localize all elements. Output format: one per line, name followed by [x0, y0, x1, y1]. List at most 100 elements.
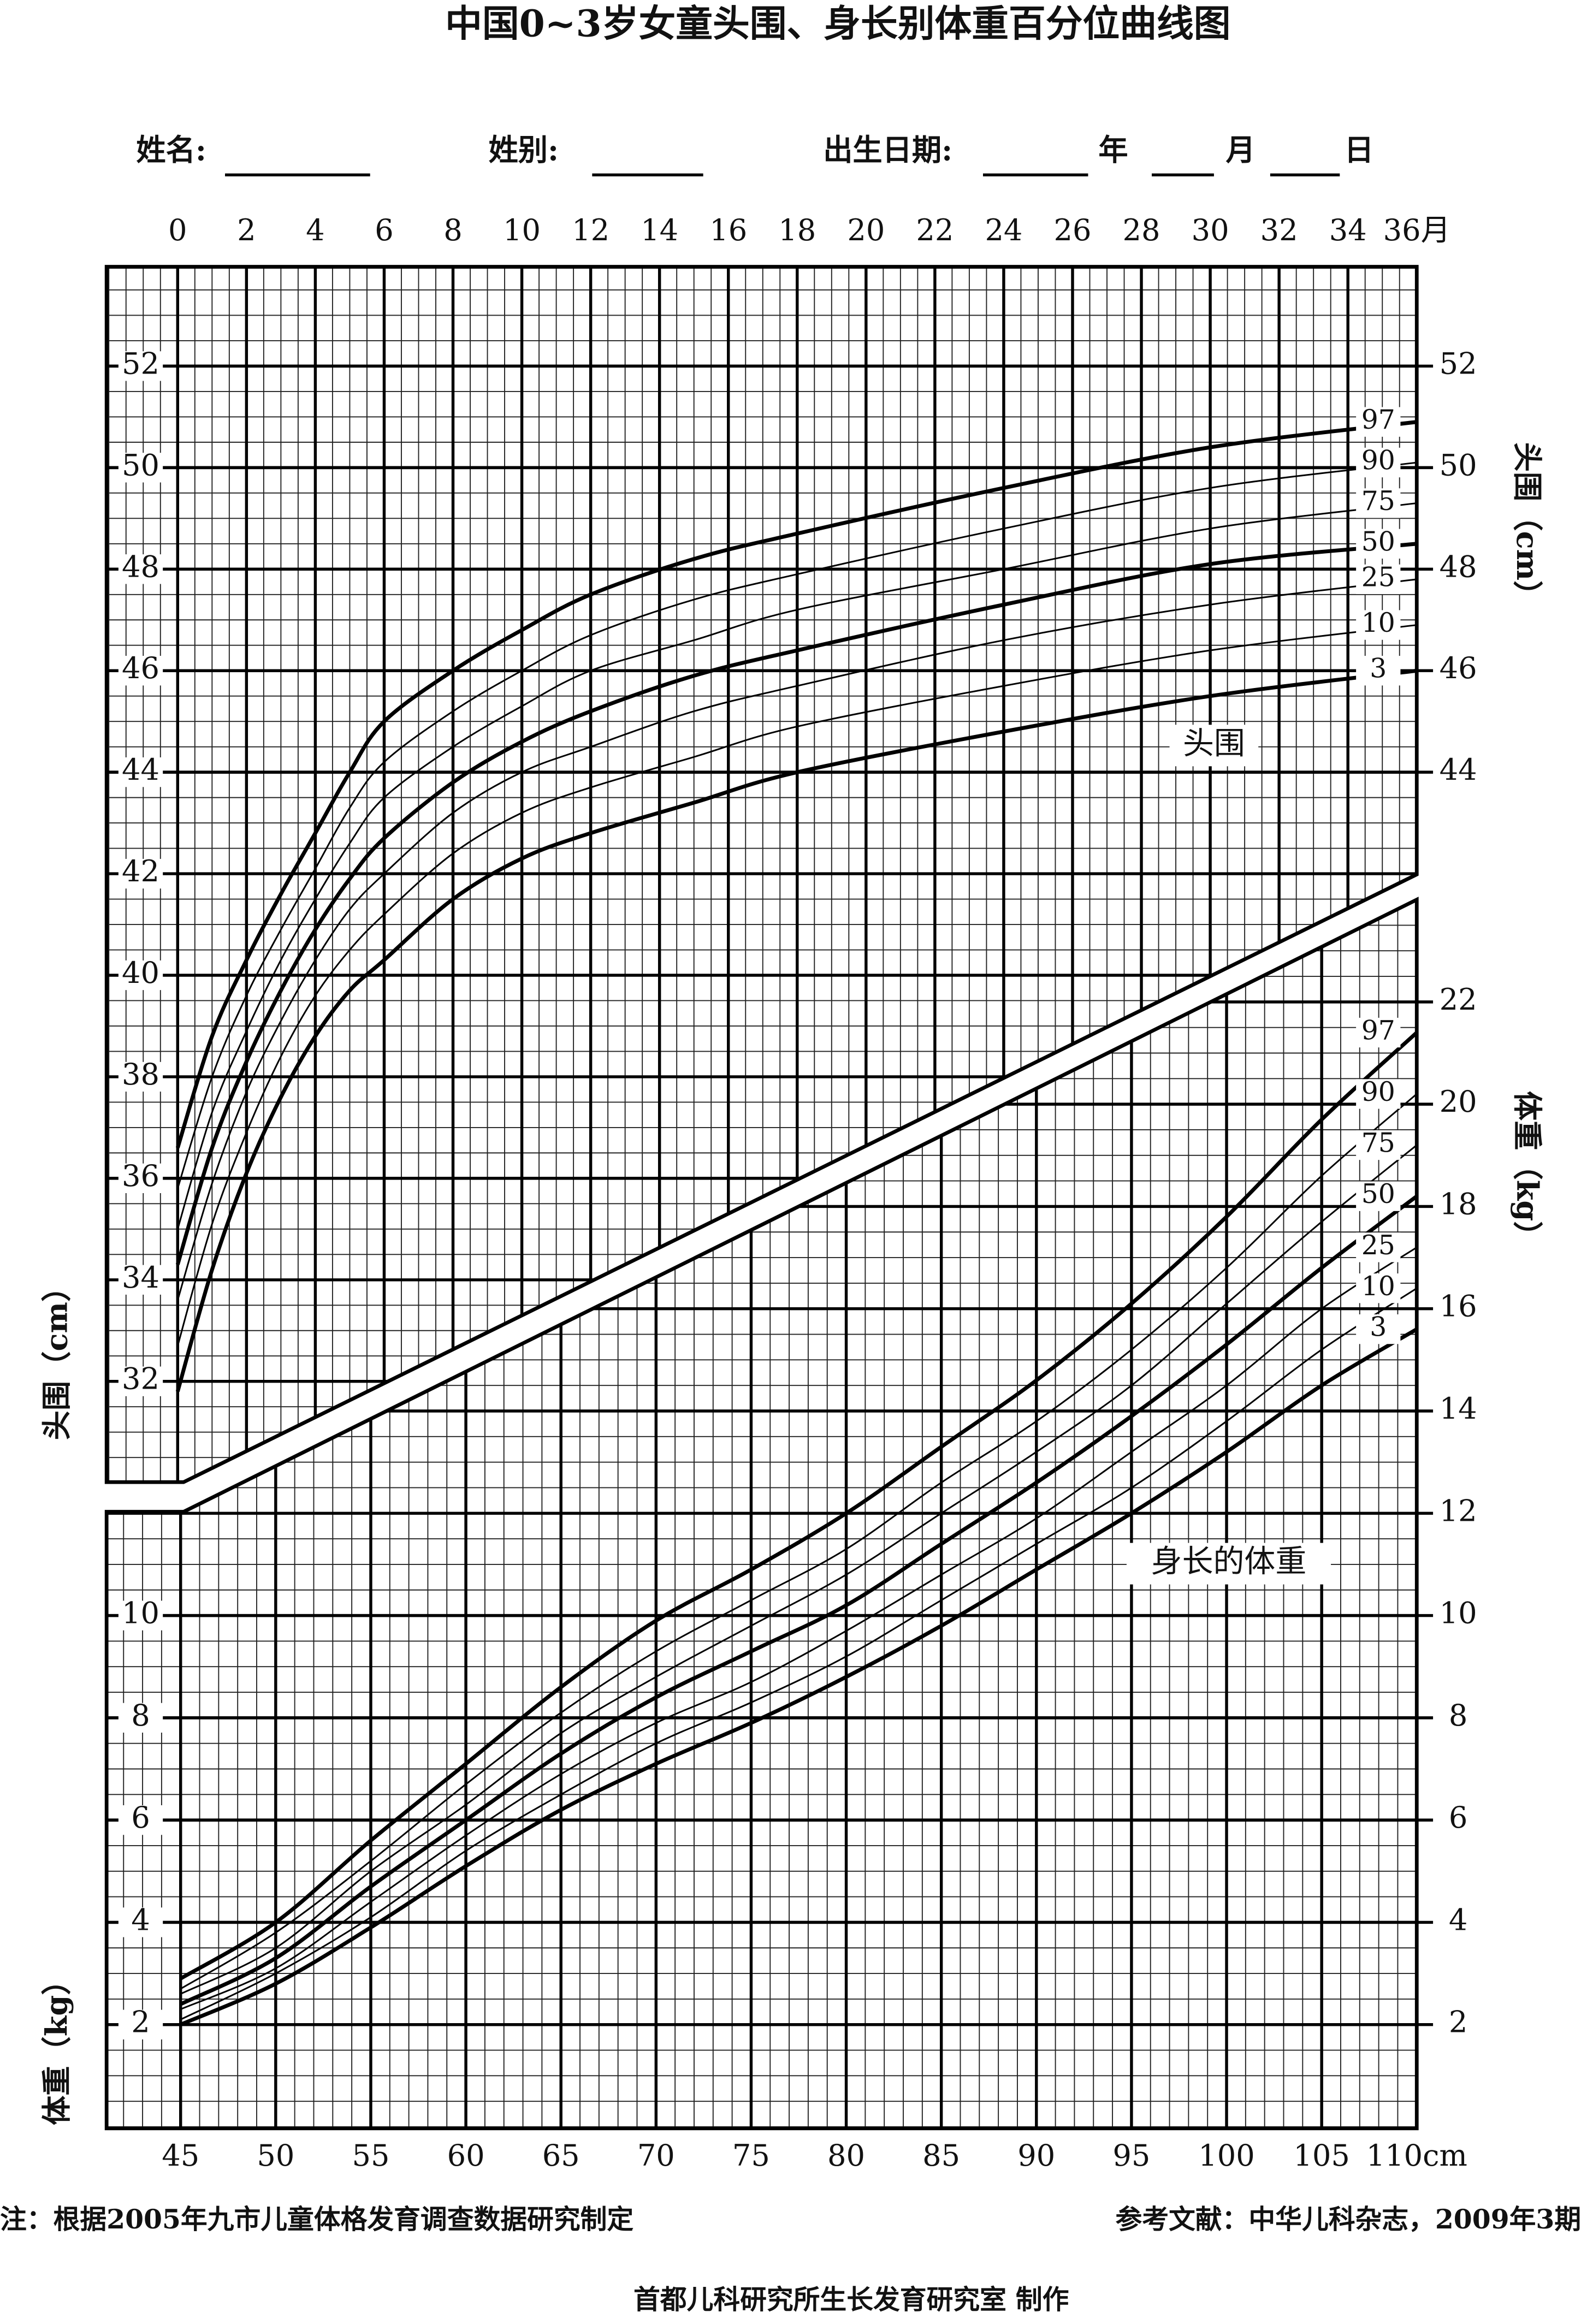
x-tick-label: 16 — [709, 213, 747, 247]
x-tick-label: 28 — [1123, 213, 1160, 247]
y2-tick-label: 20 — [1440, 1084, 1477, 1119]
percentile-curve — [175, 542, 1417, 1265]
curve-label: 25 — [1361, 561, 1395, 592]
x-tick-label: 24 — [985, 213, 1022, 247]
x-tick-label: 12 — [572, 213, 609, 247]
curve-label: 50 — [1361, 1178, 1395, 1210]
curve-label: 3 — [1370, 1312, 1387, 1343]
form-label: 年 — [1098, 133, 1128, 168]
y2-tick-label: 6 — [1449, 1800, 1467, 1835]
curve-label: 90 — [1361, 445, 1395, 476]
y2-tick-label: 44 — [1440, 752, 1477, 787]
y-tick-label: 40 — [122, 956, 159, 990]
y2-tick-label: 16 — [1440, 1289, 1477, 1324]
tick-label-bg — [118, 453, 163, 483]
plots: 0 2 4 6 8 10 12 14 16 18 20 22 24 26 28 30 32 34 36月323436… — [39, 213, 1545, 2173]
curve-label-bg — [1356, 1314, 1401, 1344]
x-tick-label: 70 — [637, 2138, 675, 2173]
x-tick-label: 50 — [257, 2138, 294, 2173]
tick-label-bg — [118, 1703, 163, 1733]
percentile-curve — [176, 624, 1417, 1347]
x-tick-label: 65 — [542, 2138, 580, 2173]
tick-label-bg — [118, 2009, 163, 2040]
y-tick-label: 38 — [122, 1057, 159, 1092]
y2-tick-label: 48 — [1440, 549, 1477, 584]
grid — [106, 266, 1417, 1483]
grid — [106, 899, 1417, 2129]
y-tick-label: 42 — [122, 854, 159, 888]
y-axis-title: 头围（cm） — [39, 1272, 74, 1440]
percentile-curve — [180, 1093, 1418, 1990]
curve-label: 75 — [1361, 1128, 1395, 1159]
y-tick-label: 34 — [122, 1260, 159, 1295]
y-tick-label: 46 — [122, 651, 159, 685]
form-label: 姓别: — [489, 133, 559, 168]
y2-tick-label: 50 — [1440, 448, 1477, 482]
tick-label-bg — [118, 1600, 163, 1631]
y-tick-label: 52 — [122, 346, 159, 381]
maker: 首都儿科研究所生长发育研究室 制作 — [633, 2284, 1069, 2315]
percentile-curve — [180, 1247, 1418, 2010]
curve-label: 97 — [1361, 404, 1395, 435]
x-tick-label: 36月 — [1383, 213, 1450, 247]
x-tick-label: 20 — [847, 213, 885, 247]
curve-label-bg — [1356, 1232, 1401, 1262]
curve-label-bg — [1356, 529, 1401, 559]
y2-tick-label: 22 — [1440, 982, 1477, 1017]
curve-label-bg — [1356, 656, 1401, 686]
y-tick-label: 6 — [131, 1800, 150, 1835]
y2-tick-label: 12 — [1440, 1493, 1477, 1528]
x-tick-label: 60 — [447, 2138, 485, 2173]
x-tick-label: 90 — [1017, 2138, 1055, 2173]
x-tick-label: 6 — [375, 213, 393, 247]
form-label: 月 — [1226, 133, 1256, 168]
x-tick-label: 22 — [916, 213, 954, 247]
chart-title: 中国0~3岁女童头围、身长别体重百分位曲线图 — [445, 1, 1230, 45]
annotation: 身长的体重 — [1151, 1544, 1307, 1580]
x-tick-label: 8 — [443, 213, 462, 247]
percentile-curve — [176, 502, 1417, 1230]
curve-label: 50 — [1361, 526, 1395, 557]
tick-label-bg — [118, 1805, 163, 1835]
x-tick-label: 10 — [503, 213, 541, 247]
y-tick-label: 8 — [131, 1698, 150, 1733]
x-tick-label: 4 — [306, 213, 324, 247]
percentile-curve — [175, 668, 1417, 1392]
percentile-curve — [176, 461, 1417, 1189]
percentile-curve — [175, 420, 1417, 1149]
curve-label-bg — [1356, 564, 1401, 595]
percentile-curve — [180, 1144, 1418, 1995]
x-tick-label: 34 — [1329, 213, 1367, 247]
curve-label-bg — [1356, 1181, 1401, 1211]
curve-label: 25 — [1361, 1230, 1395, 1261]
annotation-bg — [1126, 1543, 1331, 1585]
x-tick-label: 55 — [352, 2138, 389, 2173]
curve-label-bg — [1356, 407, 1401, 437]
y-tick-label: 36 — [122, 1159, 159, 1193]
curve-label: 90 — [1361, 1076, 1395, 1107]
tick-label-bg — [118, 858, 163, 889]
y2-tick-label: 4 — [1449, 1902, 1467, 1937]
tick-label-bg — [118, 554, 163, 584]
y-tick-label: 44 — [122, 752, 159, 787]
x-tick-label: 80 — [827, 2138, 865, 2173]
x-tick-label: 110cm — [1366, 2138, 1467, 2173]
y2-tick-label: 2 — [1449, 2005, 1467, 2040]
annotation-bg — [1169, 725, 1259, 767]
curve-label-bg — [1356, 1130, 1401, 1160]
y-tick-label: 2 — [131, 2005, 150, 2040]
form-label: 姓名: — [136, 133, 206, 168]
percentile-curve — [180, 1288, 1418, 2020]
y2-tick-label: 14 — [1440, 1391, 1477, 1426]
y2-axis-title: 体重（kg） — [1510, 1091, 1545, 1251]
x-tick-label: 14 — [641, 213, 678, 247]
x-tick-label: 0 — [168, 213, 187, 247]
tick-label-bg — [118, 656, 163, 686]
x-tick-label: 85 — [922, 2138, 960, 2173]
tick-label-bg — [118, 960, 163, 991]
reference: 参考文献：中华儿科杂志，2009年3期 — [1115, 2203, 1581, 2235]
x-tick-label: 2 — [237, 213, 256, 247]
x-tick-label: 100 — [1198, 2138, 1254, 2173]
curve-label-bg — [1356, 488, 1401, 518]
